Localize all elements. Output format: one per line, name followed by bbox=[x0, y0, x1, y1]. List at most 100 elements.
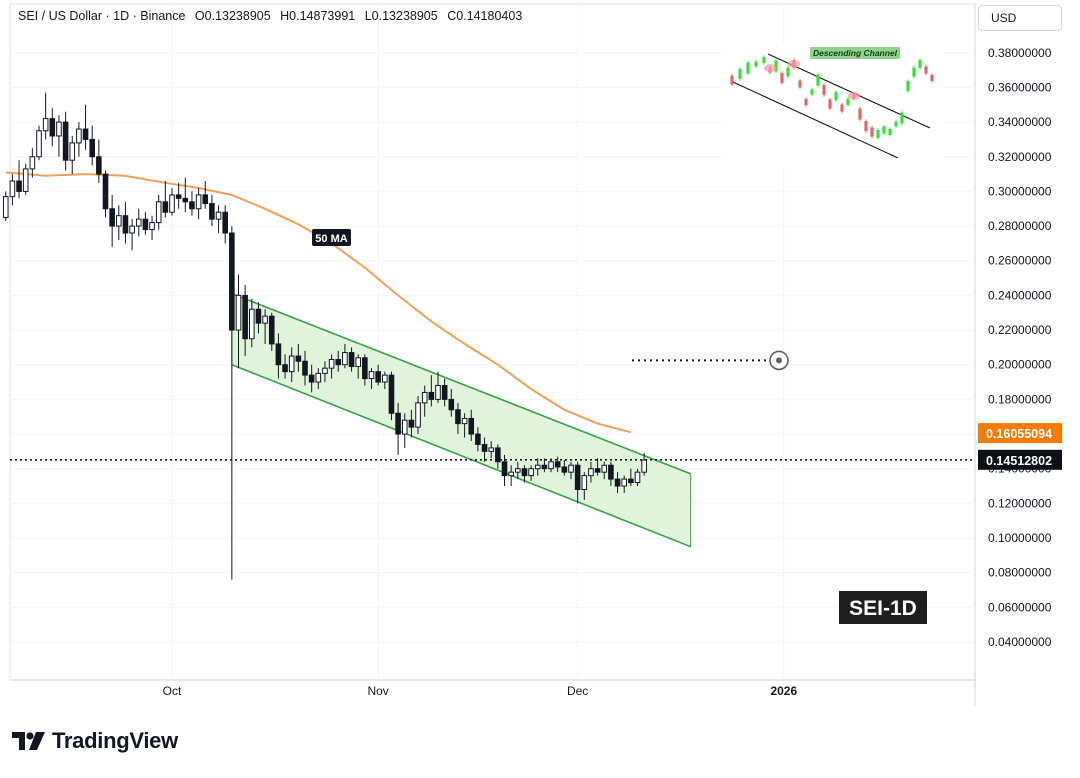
candle-body bbox=[102, 173, 109, 210]
candle-body bbox=[328, 359, 335, 369]
candle-body bbox=[395, 412, 401, 435]
inset-candle bbox=[822, 85, 826, 95]
candle-body bbox=[534, 464, 541, 470]
brand-name: TradingView bbox=[52, 728, 178, 753]
candle-body bbox=[355, 357, 361, 367]
y-tick-label: 0.08000000 bbox=[988, 566, 1052, 580]
candle-body bbox=[401, 419, 408, 435]
candle bbox=[62, 111, 69, 171]
ma-price-badge bbox=[978, 423, 1062, 444]
candle-body bbox=[508, 471, 514, 477]
inset-candle bbox=[780, 73, 784, 83]
y-tick-label: 0.28000000 bbox=[988, 219, 1052, 233]
candle bbox=[82, 104, 89, 150]
symbol-legend: SEI / US Dollar · 1D · Binance O0.132389… bbox=[18, 9, 528, 23]
candle bbox=[408, 409, 415, 438]
candle bbox=[574, 461, 581, 504]
candle bbox=[328, 354, 335, 379]
candle bbox=[455, 402, 461, 435]
candle bbox=[355, 354, 361, 379]
candle-body bbox=[608, 464, 614, 480]
ma-label-text: 50 MA bbox=[315, 233, 347, 245]
candle-body bbox=[29, 156, 36, 170]
candle bbox=[195, 187, 202, 220]
inset-candle bbox=[870, 127, 874, 137]
candle-body bbox=[149, 222, 155, 231]
y-tick-label: 0.36000000 bbox=[988, 80, 1052, 94]
candle bbox=[368, 368, 375, 389]
candle bbox=[641, 453, 647, 476]
candle-body bbox=[548, 461, 554, 470]
inset-candle bbox=[754, 61, 758, 67]
candle bbox=[415, 395, 421, 435]
last-price-text: 0.14512802 bbox=[986, 454, 1052, 468]
inset-candle bbox=[882, 126, 886, 134]
candle bbox=[581, 472, 588, 500]
candle-body bbox=[554, 461, 561, 468]
tradingview-brand[interactable]: TradingView bbox=[12, 728, 178, 754]
candle bbox=[209, 194, 215, 227]
candle bbox=[588, 461, 594, 483]
inset-candle bbox=[816, 74, 820, 86]
y-tick-label: 0.30000000 bbox=[988, 184, 1052, 198]
candle bbox=[275, 333, 282, 379]
candle bbox=[488, 440, 494, 459]
candle bbox=[182, 177, 189, 213]
candle-body bbox=[215, 211, 222, 220]
candle-body bbox=[621, 478, 628, 487]
candle-body bbox=[109, 208, 115, 227]
inset-candle bbox=[840, 104, 844, 112]
inset-candle bbox=[924, 66, 928, 74]
candle-body bbox=[69, 142, 76, 161]
inset-candle bbox=[906, 81, 910, 91]
x-tick-label: Nov bbox=[367, 684, 388, 698]
candle-body bbox=[468, 417, 475, 435]
candle-body bbox=[601, 464, 608, 473]
candle-body bbox=[322, 367, 328, 374]
y-tick-label: 0.32000000 bbox=[988, 150, 1052, 164]
candle bbox=[421, 385, 428, 417]
candle-body bbox=[421, 391, 428, 404]
descending-channel bbox=[231, 292, 692, 548]
inset-title-box bbox=[810, 47, 900, 59]
candle-body bbox=[315, 372, 322, 383]
inset-candle bbox=[858, 108, 862, 120]
candle-body bbox=[441, 385, 448, 400]
inset-candle bbox=[810, 89, 814, 95]
time-axis[interactable]: Oct Nov Dec 2026 bbox=[163, 684, 798, 698]
candle bbox=[149, 215, 155, 240]
channel-lower-line bbox=[231, 363, 691, 548]
candle-body bbox=[515, 468, 521, 473]
inset-candle bbox=[930, 75, 934, 81]
currency-button[interactable]: USD bbox=[978, 5, 1062, 31]
candle-body bbox=[129, 225, 135, 234]
candle bbox=[2, 191, 9, 221]
inset-candle bbox=[918, 60, 922, 68]
candle bbox=[441, 378, 448, 407]
inset-candle bbox=[834, 92, 838, 100]
tradingview-logo-icon bbox=[12, 732, 45, 750]
candle bbox=[76, 122, 82, 157]
candle-body bbox=[375, 371, 381, 383]
y-tick-label: 0.12000000 bbox=[988, 496, 1052, 510]
candle bbox=[448, 388, 455, 417]
candle bbox=[541, 458, 548, 473]
candle-body bbox=[342, 352, 348, 366]
candle bbox=[262, 309, 268, 344]
inset-candle bbox=[912, 67, 916, 77]
candle-body bbox=[415, 402, 421, 428]
candle-body bbox=[202, 194, 209, 205]
candle-body bbox=[501, 461, 508, 477]
candle bbox=[521, 465, 528, 483]
inset-candle bbox=[786, 67, 790, 77]
inset-candle bbox=[864, 121, 868, 131]
ma-price-text: 0.16055094 bbox=[986, 427, 1052, 441]
candle-body bbox=[488, 447, 494, 452]
inset-channel-lower bbox=[732, 81, 899, 159]
price-axis[interactable]: 0.38000000 0.36000000 0.34000000 0.32000000… bbox=[978, 46, 1062, 649]
candle-body bbox=[135, 218, 142, 227]
inset-candle bbox=[730, 75, 734, 85]
inset-candle bbox=[888, 129, 892, 135]
